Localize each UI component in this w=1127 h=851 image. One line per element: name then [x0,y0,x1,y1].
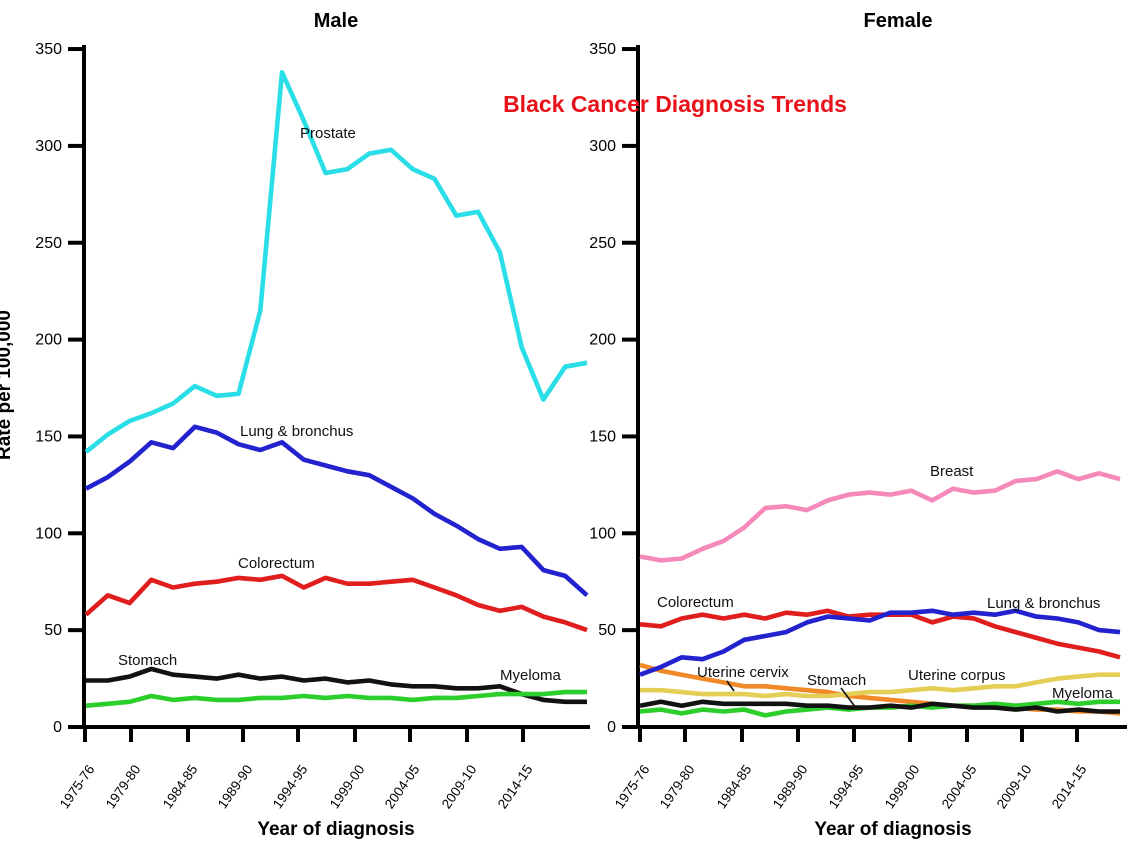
series-label-breast: Breast [930,463,974,480]
female-panel-title: Female [863,10,933,32]
x-tick-label: 1989-90 [215,762,256,811]
series-label-colorectum: Colorectum [657,594,734,611]
y-tick-label: 300 [35,138,62,155]
female-panel: 0 50 100 150 200 250 300 350 1975-76 1979-80 1984-… [589,41,1127,811]
male-panel: 0 50 100 150 200 250 300 350 1975-76 1979-80 1984-… [35,41,590,811]
y-tick-label: 350 [35,41,62,58]
x-tick-label: 2009-10 [439,762,480,811]
x-tick-label: 2004-05 [382,762,423,811]
y-tick-label: 100 [35,525,62,542]
y-tick-label: 100 [589,525,616,542]
label-leader-line [840,687,857,709]
y-tick-label: 250 [589,235,616,252]
female-x-axis-title: Year of diagnosis [814,819,972,840]
y-tick-label: 150 [35,428,62,445]
y-tick-label: 200 [589,332,616,349]
y-axis-title: Rate per 100,000 [0,310,15,460]
series-label-lung-bronchus: Lung & bronchus [987,595,1100,612]
male-x-axis-title: Year of diagnosis [257,819,415,840]
x-tick-label: 2004-05 [939,762,980,811]
series-label-myeloma: Myeloma [500,667,562,684]
series-line-stomach [86,666,587,705]
y-tick-label: 300 [589,138,616,155]
x-tick-label: 1994-95 [270,762,311,811]
y-tick-label: 50 [598,622,616,639]
x-tick-label: 1979-80 [103,762,144,811]
y-tick-label: 350 [589,41,616,58]
y-tick-label: 0 [607,719,616,736]
male-panel-title: Male [313,10,359,32]
series-label-colorectum: Colorectum [238,555,315,572]
x-tick-label: 1999-00 [882,762,923,811]
series-label-stomach: Stomach [807,672,866,689]
series-label-myeloma: Myeloma [1052,685,1114,702]
x-tick-label: 1975-76 [612,762,653,811]
x-tick-label: 1984-85 [160,762,201,811]
series-label-stomach: Stomach [118,652,177,669]
y-tick-label: 150 [589,428,616,445]
x-tick-label: 1999-00 [327,762,368,811]
x-tick-label: 2014-15 [495,762,536,811]
series-line-lung-bronchus [84,424,589,598]
series-line-myeloma [85,689,587,708]
y-tick-label: 250 [35,235,62,252]
y-tick-label: 200 [35,332,62,349]
x-tick-label: 1975-76 [57,762,98,811]
x-tick-label: 1989-90 [770,762,811,811]
series-label-lung-bronchus: Lung & bronchus [240,423,353,440]
figure-title: Black Cancer Diagnosis Trends [503,91,847,117]
series-label-uterine-corpus: Uterine corpus [908,667,1006,684]
series-label-prostate: Prostate [300,125,356,142]
x-tick-label: 1994-95 [826,762,867,811]
series-line-colorectum [84,573,588,633]
y-tick-label: 0 [53,719,62,736]
series-line-uterine-corpus [640,672,1120,699]
label-leader-line [726,680,735,692]
series-line-lung-bronchus [639,608,1121,677]
y-tick-label: 50 [44,622,62,639]
series-line-breast [639,468,1121,563]
x-tick-label: 1979-80 [657,762,698,811]
series-line-prostate [84,70,588,454]
x-tick-label: 1984-85 [714,762,755,811]
x-tick-label: 2009-10 [994,762,1035,811]
x-tick-label: 2014-15 [1049,762,1090,811]
series-line-stomach [639,699,1120,714]
series-label-uterine-cervix: Uterine cervix [697,664,789,681]
